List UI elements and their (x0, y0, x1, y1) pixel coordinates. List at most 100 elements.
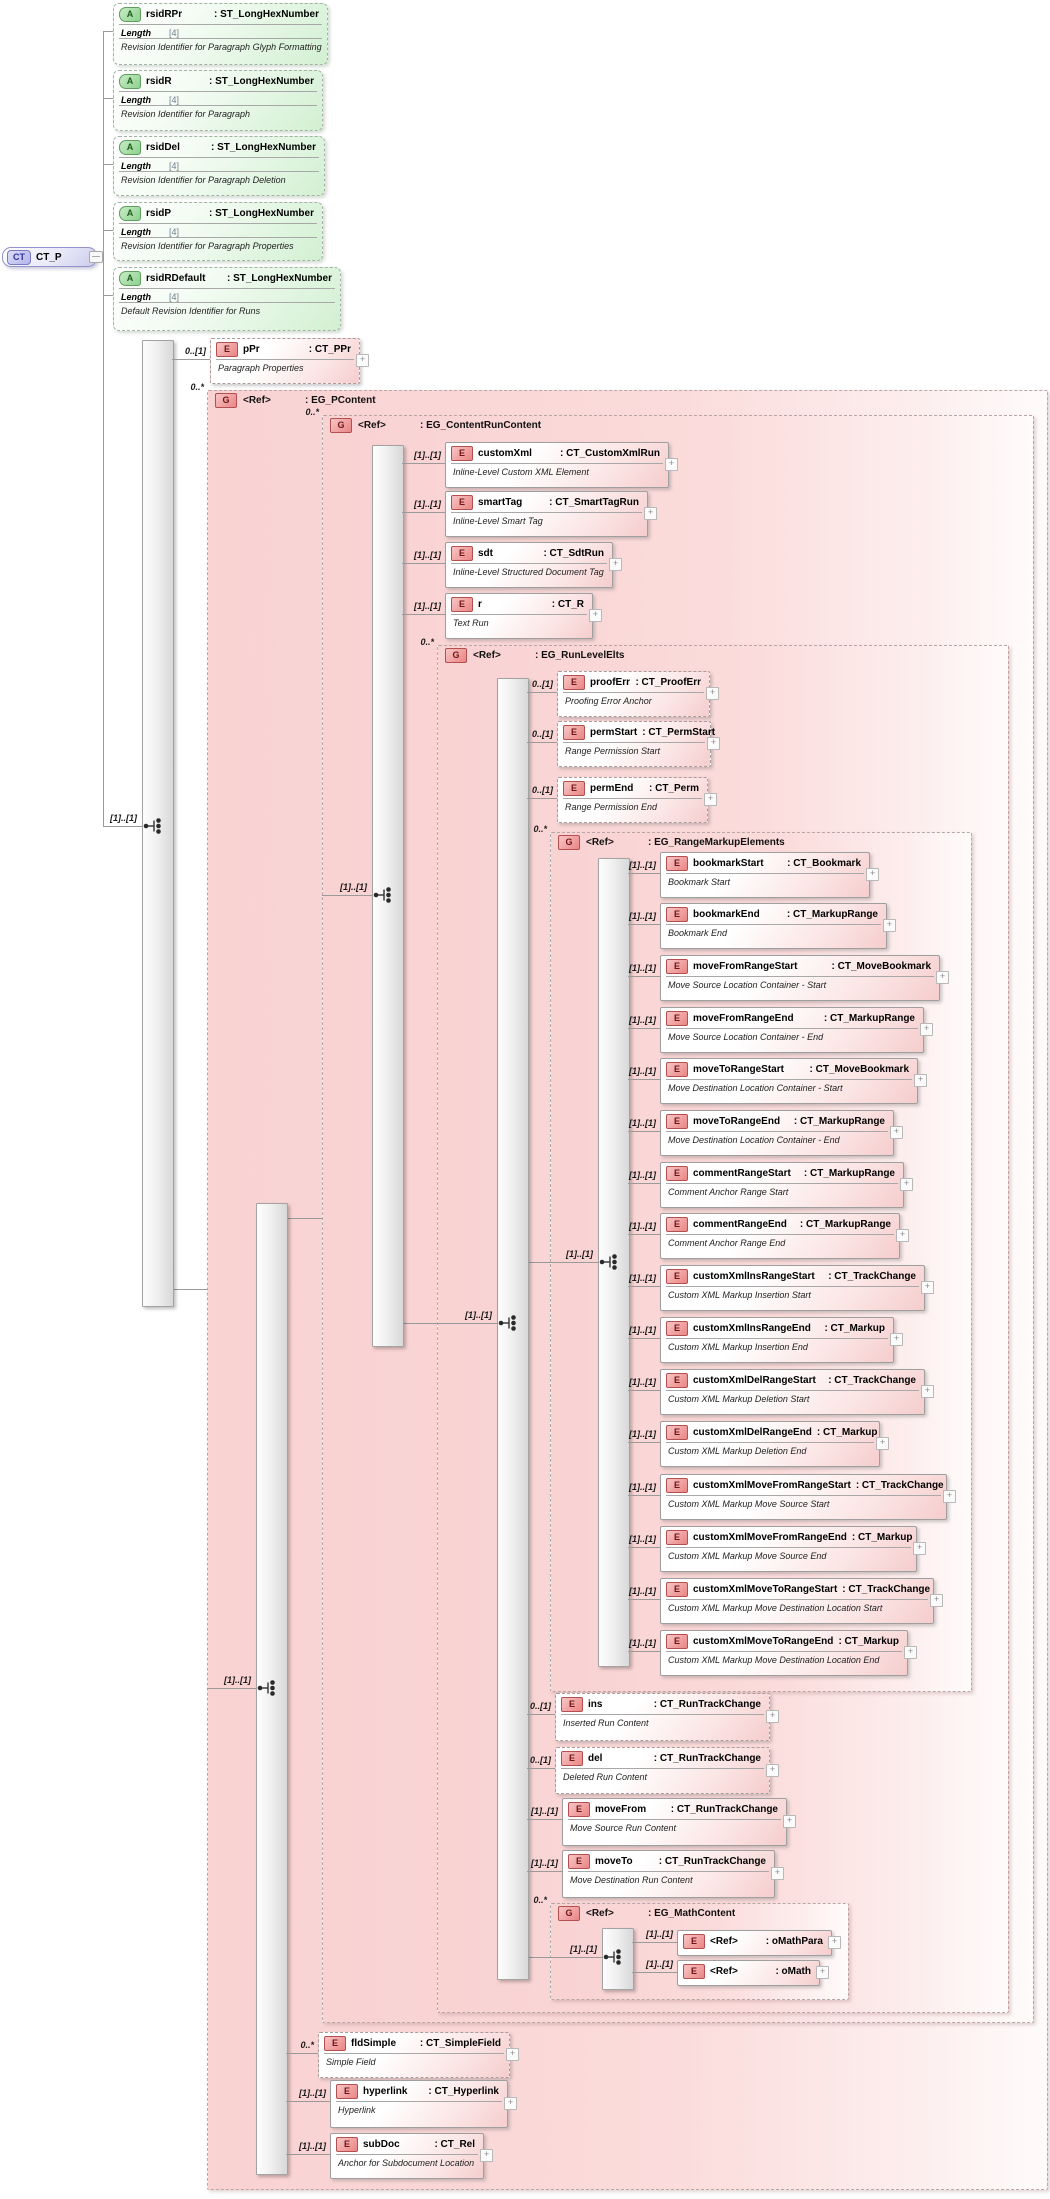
expand-icon[interactable]: + (356, 354, 369, 367)
expand-icon[interactable]: + (589, 609, 602, 622)
expand-icon[interactable]: + (771, 1867, 784, 1880)
element-description: Deleted Run Content (561, 1768, 764, 1782)
expand-icon[interactable]: + (866, 868, 879, 881)
group-header-EG_MathContent[interactable]: G <Ref>: EG_MathContent (558, 1905, 735, 1921)
element-name: customXmlDelRangeStart (693, 1374, 816, 1386)
expand-icon[interactable]: + (921, 1281, 934, 1294)
expand-icon[interactable]: + (890, 1333, 903, 1346)
element-box-RefoMath[interactable]: E <Ref>: oMath (677, 1960, 820, 1986)
expand-icon[interactable]: + (900, 1178, 913, 1191)
element-description: Proofing Error Anchor (563, 692, 704, 706)
element-description: Inline-Level Custom XML Element (451, 463, 663, 477)
expand-icon[interactable]: + (904, 1646, 917, 1659)
expand-icon[interactable]: + (504, 2097, 517, 2110)
expand-icon[interactable]: + (930, 1594, 943, 1607)
expand-icon[interactable]: + (921, 1385, 934, 1398)
expand-icon[interactable]: + (816, 1966, 829, 1979)
attribute-description: Default Revision Identifier for Runs (119, 302, 335, 316)
group-header-EG_RangeMarkupElements[interactable]: G <Ref>: EG_RangeMarkupElements (558, 834, 785, 850)
group-header-EG_RunLevelElts[interactable]: G <Ref>: EG_RunLevelElts (445, 647, 624, 663)
expand-icon[interactable]: + (766, 1710, 779, 1723)
element-type: : CT_RunTrackChange (653, 1698, 761, 1710)
expand-icon[interactable]: + (920, 1023, 933, 1036)
expand-icon[interactable]: + (883, 919, 896, 932)
group-ref-label: <Ref> (243, 394, 271, 406)
expand-icon[interactable]: + (914, 1074, 927, 1087)
expand-icon[interactable]: + (644, 507, 657, 520)
expand-icon[interactable]: + (704, 793, 717, 806)
attribute-icon: A (119, 270, 141, 286)
expand-icon[interactable]: + (943, 1490, 956, 1503)
element-box-RefoMathPara[interactable]: E <Ref>: oMathPara (677, 1930, 832, 1956)
expand-icon[interactable]: + (506, 2048, 519, 2061)
occurrence-label: [1]..[1] (414, 601, 441, 611)
expand-icon[interactable]: + (828, 1936, 841, 1949)
expand-icon[interactable]: + (766, 1764, 779, 1777)
attribute-description: Revision Identifier for Paragraph Proper… (119, 237, 317, 251)
group-type-label: : EG_RangeMarkupElements (648, 836, 785, 848)
element-icon: E (216, 341, 238, 357)
expand-icon[interactable]: + (707, 737, 720, 750)
expand-icon[interactable]: + (876, 1437, 889, 1450)
group-header-EG_PContent[interactable]: G <Ref>: EG_PContent (215, 392, 376, 408)
expand-icon[interactable]: + (913, 1542, 926, 1555)
expand-icon[interactable]: + (706, 687, 719, 700)
element-name: customXmlInsRangeStart (693, 1270, 815, 1282)
element-title: E <Ref>: oMathPara (678, 1931, 831, 1951)
expand-icon[interactable]: + (665, 458, 678, 471)
element-description: Custom XML Markup Deletion End (666, 1442, 874, 1456)
element-branch-line (402, 614, 445, 615)
group-branch-line (527, 1957, 550, 1958)
group-header-EG_ContentRunContent[interactable]: G <Ref>: EG_ContentRunContent (330, 417, 541, 433)
expand-icon[interactable]: + (936, 971, 949, 984)
expand-icon[interactable]: + (609, 558, 622, 571)
element-icon: E (563, 724, 585, 740)
compositor-input-line (103, 826, 142, 827)
element-name: customXml (478, 447, 532, 459)
element-name: moveFromRangeEnd (693, 1012, 794, 1024)
compositor-icon (257, 1679, 279, 1697)
expand-icon[interactable]: + (783, 1815, 796, 1828)
expand-icon[interactable]: + (890, 1126, 903, 1139)
element-icon: E (563, 780, 585, 796)
element-branch-line (632, 1972, 677, 1973)
expand-icon[interactable]: + (480, 2149, 493, 2162)
collapse-toggle-icon[interactable] (89, 251, 103, 263)
element-icon: E (666, 1061, 688, 1077)
compositor-icon (373, 886, 395, 904)
expand-icon[interactable]: + (896, 1229, 909, 1242)
